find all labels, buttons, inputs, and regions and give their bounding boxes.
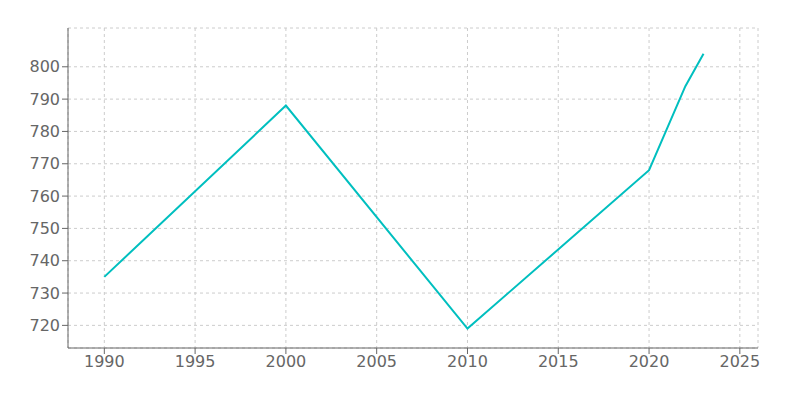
svg-text:2000: 2000 xyxy=(266,352,307,371)
svg-text:2025: 2025 xyxy=(719,352,760,371)
svg-text:2010: 2010 xyxy=(447,352,488,371)
svg-text:1990: 1990 xyxy=(84,352,125,371)
svg-text:760: 760 xyxy=(29,187,60,206)
svg-text:2015: 2015 xyxy=(538,352,579,371)
svg-text:740: 740 xyxy=(29,251,60,270)
svg-text:780: 780 xyxy=(29,122,60,141)
svg-text:2020: 2020 xyxy=(629,352,670,371)
svg-text:730: 730 xyxy=(29,284,60,303)
svg-text:720: 720 xyxy=(29,316,60,335)
svg-text:770: 770 xyxy=(29,154,60,173)
svg-text:790: 790 xyxy=(29,90,60,109)
svg-text:750: 750 xyxy=(29,219,60,238)
svg-text:2005: 2005 xyxy=(356,352,397,371)
svg-text:1995: 1995 xyxy=(175,352,216,371)
svg-text:800: 800 xyxy=(29,57,60,76)
